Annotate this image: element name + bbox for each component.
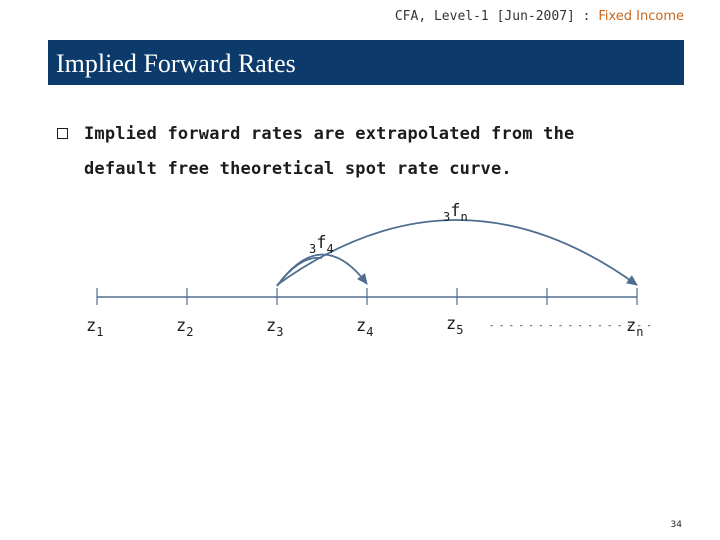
spot-label-z5: z5	[446, 314, 463, 337]
forward-label-3fn: 3fn	[443, 201, 468, 224]
forward-arrow-3fn	[276, 219, 638, 286]
slide-title: Implied Forward Rates	[56, 49, 296, 78]
spot-label-z3: z3	[266, 316, 283, 339]
course-name: CFA, Level-1 [Jun-2007] :	[394, 9, 591, 24]
timeline	[96, 288, 638, 305]
checkbox-bullet-icon	[57, 128, 68, 139]
spot-label-z2: z2	[176, 316, 193, 339]
bullet-text-line-1: Implied forward rates are extrapolated f…	[84, 124, 575, 144]
forward-rate-arrows	[276, 219, 638, 287]
spot-label-z4: z4	[356, 316, 373, 339]
spot-label-z1: z1	[86, 316, 103, 339]
page-number: 34	[670, 520, 682, 530]
spot-label-zn: zn	[626, 316, 643, 339]
bullet-text-line-2: default free theoretical spot rate curve…	[84, 159, 512, 179]
forward-label-3f4: 3f4	[309, 233, 334, 256]
spot-rate-labels: z1 z2 z3 z4 z5 zn	[86, 314, 643, 339]
course-topic: Fixed Income	[598, 9, 684, 24]
title-bar: Implied Forward Rates	[48, 40, 684, 85]
course-header: CFA, Level-1 [Jun-2007] : Fixed Income	[395, 9, 684, 24]
ellipsis-dashes: - - - - - - - - - - - - - - - - -	[489, 321, 651, 331]
